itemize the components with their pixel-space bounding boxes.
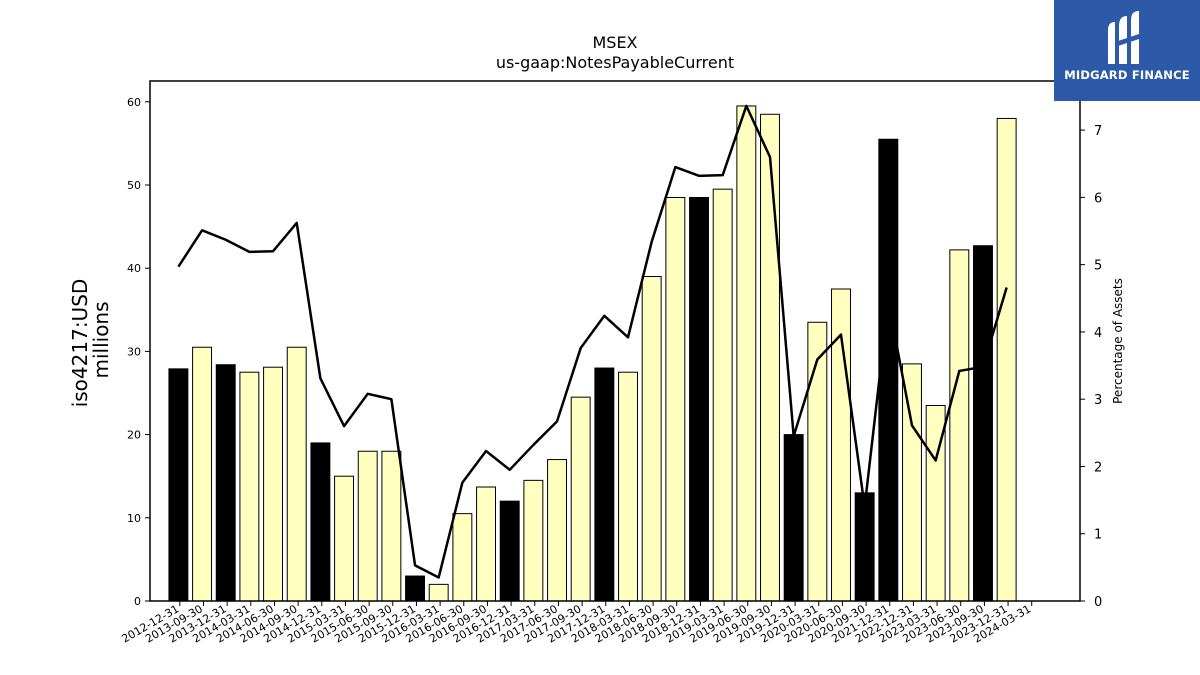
bar bbox=[405, 575, 426, 602]
bar bbox=[452, 513, 473, 602]
bar bbox=[807, 321, 828, 602]
y-tick-label: 50 bbox=[127, 179, 141, 192]
y2-tick-label: 5 bbox=[1094, 259, 1102, 274]
bar bbox=[996, 117, 1017, 602]
y-axis-label: iso4217:USD bbox=[68, 279, 92, 408]
bar bbox=[878, 138, 899, 602]
y2-tick-label: 3 bbox=[1094, 393, 1102, 408]
bar bbox=[547, 459, 567, 602]
bar bbox=[641, 276, 662, 602]
bar bbox=[168, 368, 189, 602]
bar bbox=[192, 346, 213, 602]
bar bbox=[570, 396, 591, 602]
bar bbox=[712, 188, 733, 602]
y2-tick-label: 0 bbox=[1094, 595, 1102, 610]
bar bbox=[381, 450, 402, 602]
bar bbox=[476, 486, 496, 602]
bar bbox=[357, 450, 378, 602]
bar bbox=[902, 363, 922, 602]
bar bbox=[736, 105, 757, 602]
y2-tick-label: 6 bbox=[1094, 191, 1102, 206]
bar bbox=[263, 366, 284, 602]
y2-tick-label: 2 bbox=[1094, 460, 1102, 475]
brand-logo: MIDGARD FINANCE bbox=[1054, 0, 1200, 101]
bar bbox=[783, 434, 804, 602]
y2-axis-label: Percentage of Assets bbox=[1111, 278, 1125, 404]
bar bbox=[310, 442, 331, 602]
plot-frame bbox=[149, 80, 1081, 602]
bar bbox=[239, 371, 260, 602]
bar bbox=[334, 475, 355, 602]
bar bbox=[665, 196, 686, 602]
y-tick-label: 20 bbox=[127, 429, 141, 442]
bar bbox=[689, 196, 709, 602]
y2-tick-label: 1 bbox=[1094, 528, 1102, 543]
bar bbox=[523, 479, 544, 602]
bar bbox=[949, 249, 970, 602]
bar bbox=[854, 492, 875, 602]
plot-area: 0102030405060012345672012-12-312013-09-3… bbox=[119, 80, 1102, 646]
y-tick-label: 40 bbox=[127, 262, 141, 275]
series-line bbox=[177, 104, 1008, 579]
bar bbox=[215, 364, 236, 602]
y2-tick-label: 4 bbox=[1094, 326, 1102, 341]
chart-subtitle: us-gaap:NotesPayableCurrent bbox=[496, 53, 734, 72]
y-tick-label: 10 bbox=[127, 512, 141, 525]
midgard-logo-icon bbox=[1108, 11, 1139, 64]
chart-title: MSEX bbox=[592, 33, 637, 52]
bar bbox=[499, 500, 520, 602]
bar bbox=[973, 245, 993, 602]
bar bbox=[760, 113, 780, 602]
bar bbox=[286, 346, 307, 602]
bar bbox=[594, 367, 615, 602]
bar bbox=[618, 371, 638, 602]
y-tick-label: 0 bbox=[134, 595, 141, 608]
y-tick-label: 30 bbox=[127, 345, 141, 358]
logo-text: MIDGARD FINANCE bbox=[1064, 68, 1190, 82]
y2-tick-label: 7 bbox=[1094, 124, 1102, 139]
y-axis-unit-label: millions bbox=[89, 301, 113, 378]
y-tick-label: 60 bbox=[127, 96, 141, 109]
bar bbox=[428, 583, 449, 602]
